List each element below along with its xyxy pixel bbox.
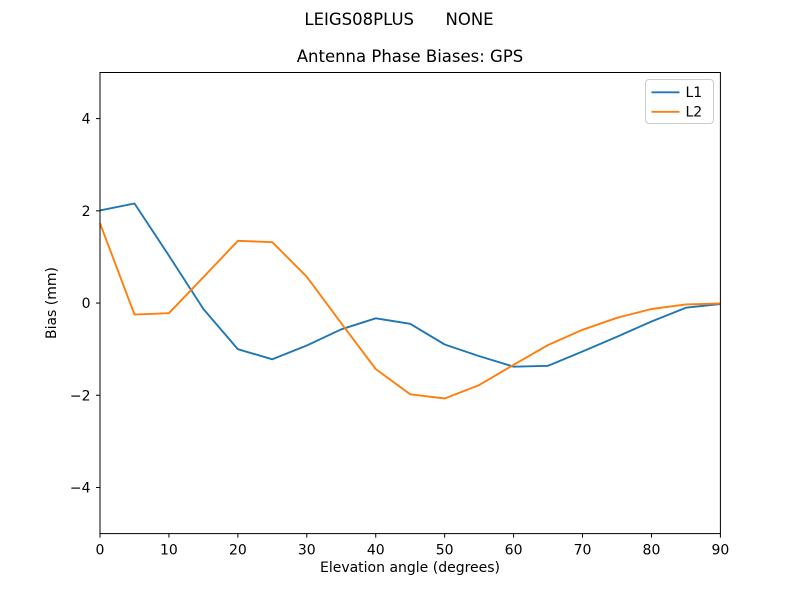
y-axis-label: Bias (mm) <box>44 267 60 339</box>
y-axis-ticks: −4 −2 0 2 4 <box>70 112 100 496</box>
plot-lines <box>99 202 721 400</box>
x-tick-label: 30 <box>298 543 316 559</box>
y-tick-label: 2 <box>82 204 91 220</box>
series-line-l2 <box>99 222 721 400</box>
x-tick-label: 20 <box>229 543 247 559</box>
x-tick-label: 60 <box>505 543 523 559</box>
y-tick-label: −2 <box>70 388 91 404</box>
x-tick-label: 90 <box>711 543 729 559</box>
x-axis-label: Elevation angle (degrees) <box>320 560 500 576</box>
x-tick-label: 80 <box>643 543 661 559</box>
figure-suptitle: LEIGS08PLUS NONE <box>304 10 493 29</box>
x-tick-label: 70 <box>574 543 592 559</box>
x-tick-label: 0 <box>96 543 105 559</box>
legend-label-l2: L2 <box>686 105 703 121</box>
x-axis-ticks: 0 10 20 30 40 50 60 70 80 90 <box>96 533 729 559</box>
y-tick-label: 0 <box>82 296 91 312</box>
x-tick-label: 50 <box>436 543 454 559</box>
legend: L1 L2 <box>645 79 714 124</box>
y-tick-label: −4 <box>70 480 91 496</box>
x-tick-label: 10 <box>160 543 178 559</box>
chart-title: Antenna Phase Biases: GPS <box>297 47 524 66</box>
plot-area-border <box>99 72 721 535</box>
legend-box <box>645 79 714 124</box>
legend-label-l1: L1 <box>686 85 703 101</box>
series-line-l1 <box>99 202 721 368</box>
y-tick-label: 4 <box>82 112 91 128</box>
x-tick-label: 40 <box>367 543 385 559</box>
